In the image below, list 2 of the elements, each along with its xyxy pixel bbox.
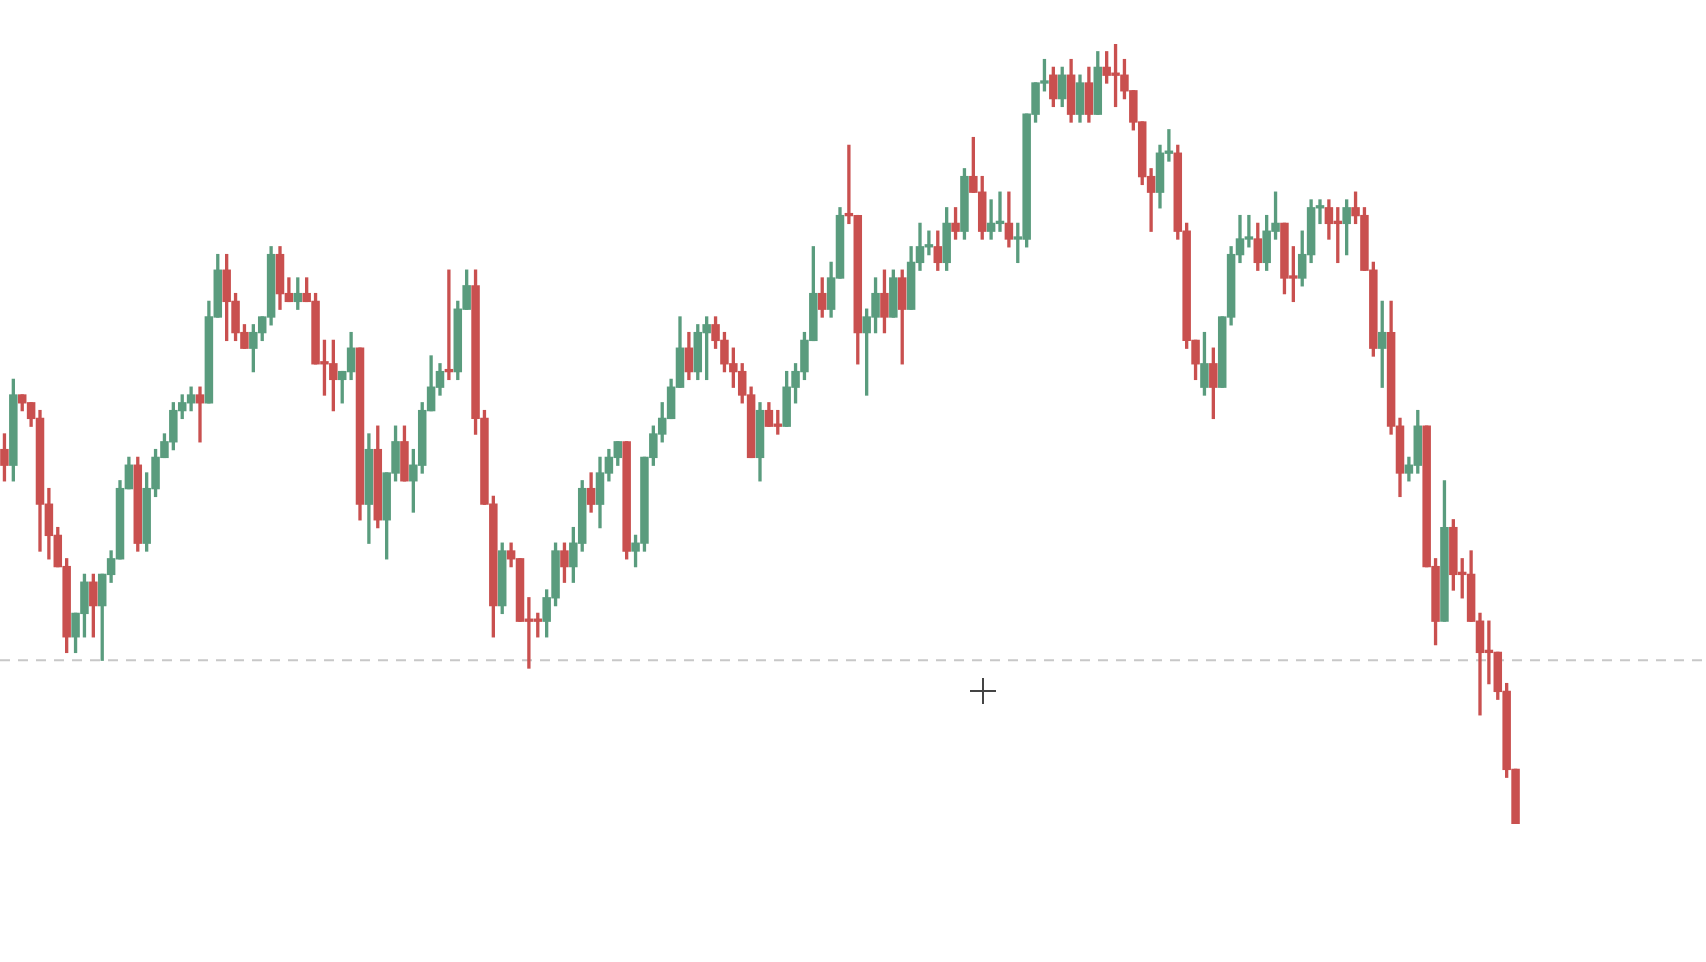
candlestick xyxy=(986,199,996,240)
candlestick xyxy=(195,386,205,443)
